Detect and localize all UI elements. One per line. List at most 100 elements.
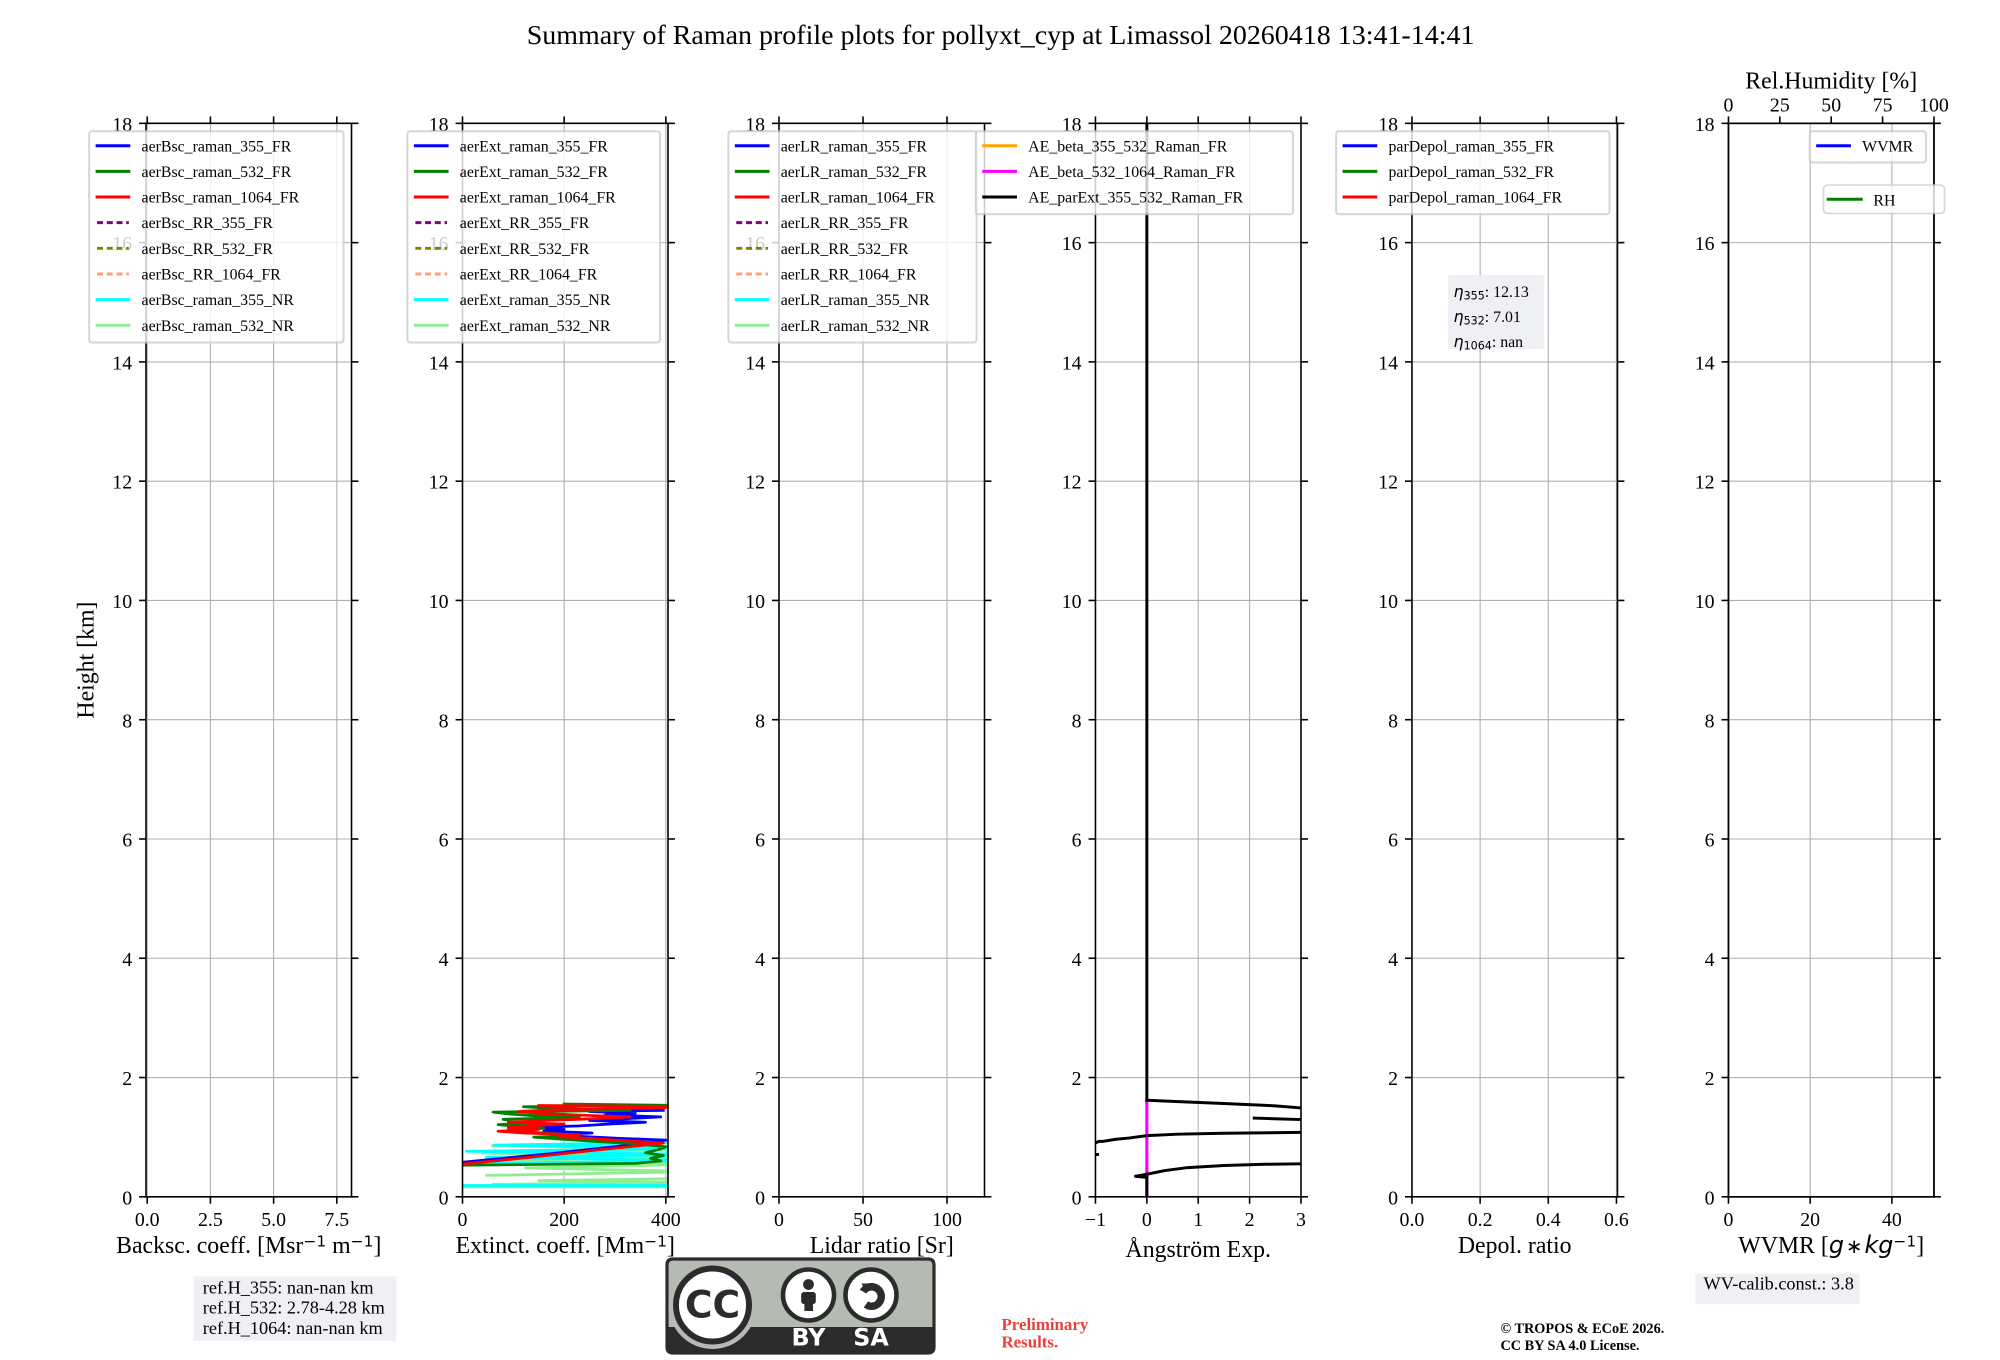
- svg-text:18: 18: [1695, 114, 1715, 136]
- svg-text:400: 400: [651, 1209, 681, 1231]
- svg-text:CC: CC: [685, 1282, 740, 1326]
- svg-text:50: 50: [853, 1209, 873, 1231]
- svg-text:7.5: 7.5: [324, 1209, 349, 1231]
- svg-text:aerBsc_raman_355_NR: aerBsc_raman_355_NR: [142, 292, 295, 309]
- svg-text:2: 2: [439, 1068, 449, 1090]
- svg-text:12: 12: [112, 472, 132, 494]
- svg-text:2: 2: [1245, 1209, 1255, 1231]
- svg-text:Preliminary: Preliminary: [1002, 1315, 1089, 1334]
- svg-text:Height [km]: Height [km]: [74, 602, 100, 719]
- svg-text:5.0: 5.0: [261, 1209, 286, 1231]
- svg-text:14: 14: [1378, 352, 1398, 374]
- svg-text:16: 16: [1695, 233, 1715, 255]
- svg-text:aerExt_raman_532_NR: aerExt_raman_532_NR: [460, 318, 611, 335]
- svg-text:aerBsc_raman_355_FR: aerBsc_raman_355_FR: [142, 138, 292, 155]
- svg-text:aerLR_raman_532_FR: aerLR_raman_532_FR: [781, 164, 928, 181]
- svg-text:8: 8: [1705, 710, 1715, 732]
- svg-text:6: 6: [122, 830, 132, 852]
- svg-text:0.6: 0.6: [1604, 1209, 1629, 1231]
- svg-text:parDepol_raman_355_FR: parDepol_raman_355_FR: [1389, 138, 1555, 155]
- svg-text:aerBsc_raman_532_FR: aerBsc_raman_532_FR: [142, 164, 292, 181]
- svg-text:ref.H_532: 2.78-4.28 km: ref.H_532: 2.78-4.28 km: [203, 1298, 385, 1318]
- svg-text:0: 0: [1142, 1209, 1152, 1231]
- svg-text:aerExt_RR_355_FR: aerExt_RR_355_FR: [460, 215, 590, 232]
- svg-text:8: 8: [439, 710, 449, 732]
- svg-text:AE_parExt_355_532_Raman_FR: AE_parExt_355_532_Raman_FR: [1028, 190, 1243, 207]
- svg-text:WV-calib.const.: 3.8: WV-calib.const.: 3.8: [1704, 1273, 1854, 1293]
- svg-text:Lidar ratio [Sr]: Lidar ratio [Sr]: [810, 1233, 954, 1259]
- svg-text:0: 0: [1388, 1187, 1398, 1209]
- svg-text:SA: SA: [853, 1324, 889, 1352]
- svg-text:6: 6: [1705, 830, 1715, 852]
- svg-text:aerLR_raman_532_NR: aerLR_raman_532_NR: [781, 318, 930, 335]
- svg-text:aerBsc_RR_1064_FR: aerBsc_RR_1064_FR: [142, 267, 282, 284]
- svg-text:2: 2: [1705, 1068, 1715, 1090]
- svg-text:Extinct. coeff. [Mm−1]: Extinct. coeff. [Mm−1]: [456, 1232, 675, 1259]
- svg-text:6: 6: [439, 830, 449, 852]
- svg-text:8: 8: [1388, 710, 1398, 732]
- svg-text:BY: BY: [791, 1324, 826, 1352]
- svg-text:14: 14: [745, 352, 765, 374]
- svg-text:ref.H_355: nan-nan km: ref.H_355: nan-nan km: [203, 1277, 374, 1297]
- svg-text:20: 20: [1800, 1209, 1820, 1231]
- svg-text:12: 12: [429, 472, 449, 494]
- svg-text:parDepol_raman_532_FR: parDepol_raman_532_FR: [1389, 164, 1555, 181]
- svg-text:4: 4: [439, 949, 449, 971]
- svg-text:14: 14: [1062, 352, 1082, 374]
- svg-text:aerLR_raman_1064_FR: aerLR_raman_1064_FR: [781, 190, 936, 207]
- svg-text:4: 4: [122, 949, 132, 971]
- svg-text:−1: −1: [1085, 1209, 1106, 1231]
- svg-text:0: 0: [774, 1209, 784, 1231]
- svg-text:0.2: 0.2: [1468, 1209, 1493, 1231]
- svg-text:Depol. ratio: Depol. ratio: [1458, 1233, 1572, 1259]
- svg-text:25: 25: [1770, 94, 1790, 116]
- svg-text:0: 0: [1705, 1187, 1715, 1209]
- svg-text:8: 8: [1072, 710, 1082, 732]
- svg-text:AE_beta_532_1064_Raman_FR: AE_beta_532_1064_Raman_FR: [1028, 164, 1235, 181]
- svg-text:0: 0: [755, 1187, 765, 1209]
- svg-text:16: 16: [1378, 233, 1398, 255]
- svg-text:0: 0: [458, 1209, 468, 1231]
- svg-text:4: 4: [1072, 949, 1082, 971]
- svg-text:14: 14: [1695, 352, 1715, 374]
- svg-text:10: 10: [1378, 591, 1398, 613]
- svg-text:aerExt_raman_355_FR: aerExt_raman_355_FR: [460, 138, 608, 155]
- svg-text:aerLR_RR_1064_FR: aerLR_RR_1064_FR: [781, 267, 917, 284]
- svg-text:Results.: Results.: [1002, 1332, 1059, 1351]
- svg-text:40: 40: [1882, 1209, 1902, 1231]
- svg-text:Backsc. coeff. [Msr−1 m−1]: Backsc. coeff. [Msr−1 m−1]: [116, 1232, 381, 1259]
- svg-text:6: 6: [1388, 830, 1398, 852]
- svg-text:10: 10: [1062, 591, 1082, 613]
- svg-text:aerExt_raman_532_FR: aerExt_raman_532_FR: [460, 164, 608, 181]
- svg-text:12: 12: [1378, 472, 1398, 494]
- svg-text:0: 0: [1072, 1187, 1082, 1209]
- svg-text:12: 12: [1062, 472, 1082, 494]
- svg-text:3: 3: [1296, 1209, 1306, 1231]
- svg-text:aerExt_raman_1064_FR: aerExt_raman_1064_FR: [460, 190, 616, 207]
- svg-text:η1064: nan: η1064: nan: [1454, 332, 1524, 353]
- svg-text:8: 8: [122, 710, 132, 732]
- svg-text:Rel.Humidity [%]: Rel.Humidity [%]: [1745, 68, 1917, 94]
- svg-text:10: 10: [1695, 591, 1715, 613]
- svg-text:ref.H_1064: nan-nan km: ref.H_1064: nan-nan km: [203, 1318, 383, 1338]
- svg-text:10: 10: [429, 591, 449, 613]
- svg-text:aerExt_raman_355_NR: aerExt_raman_355_NR: [460, 292, 611, 309]
- svg-text:4: 4: [755, 949, 765, 971]
- svg-text:0.0: 0.0: [135, 1209, 160, 1231]
- svg-text:aerExt_RR_1064_FR: aerExt_RR_1064_FR: [460, 267, 598, 284]
- svg-text:aerExt_RR_532_FR: aerExt_RR_532_FR: [460, 241, 590, 258]
- svg-text:0: 0: [1723, 94, 1733, 116]
- svg-text:14: 14: [429, 352, 449, 374]
- svg-text:2.5: 2.5: [198, 1209, 223, 1231]
- svg-text:η532: 7.01: η532: 7.01: [1454, 307, 1521, 328]
- svg-text:aerLR_RR_532_FR: aerLR_RR_532_FR: [781, 241, 909, 258]
- svg-text:RH: RH: [1873, 192, 1895, 209]
- svg-text:14: 14: [112, 352, 132, 374]
- svg-text:Summary of Raman profile plots: Summary of Raman profile plots for polly…: [527, 20, 1475, 51]
- svg-text:aerBsc_RR_532_FR: aerBsc_RR_532_FR: [142, 241, 274, 258]
- svg-text:CC BY SA 4.0 License.: CC BY SA 4.0 License.: [1501, 1338, 1640, 1354]
- svg-text:0: 0: [439, 1187, 449, 1209]
- svg-text:aerBsc_RR_355_FR: aerBsc_RR_355_FR: [142, 215, 274, 232]
- svg-text:0.0: 0.0: [1400, 1209, 1425, 1231]
- svg-text:8: 8: [755, 710, 765, 732]
